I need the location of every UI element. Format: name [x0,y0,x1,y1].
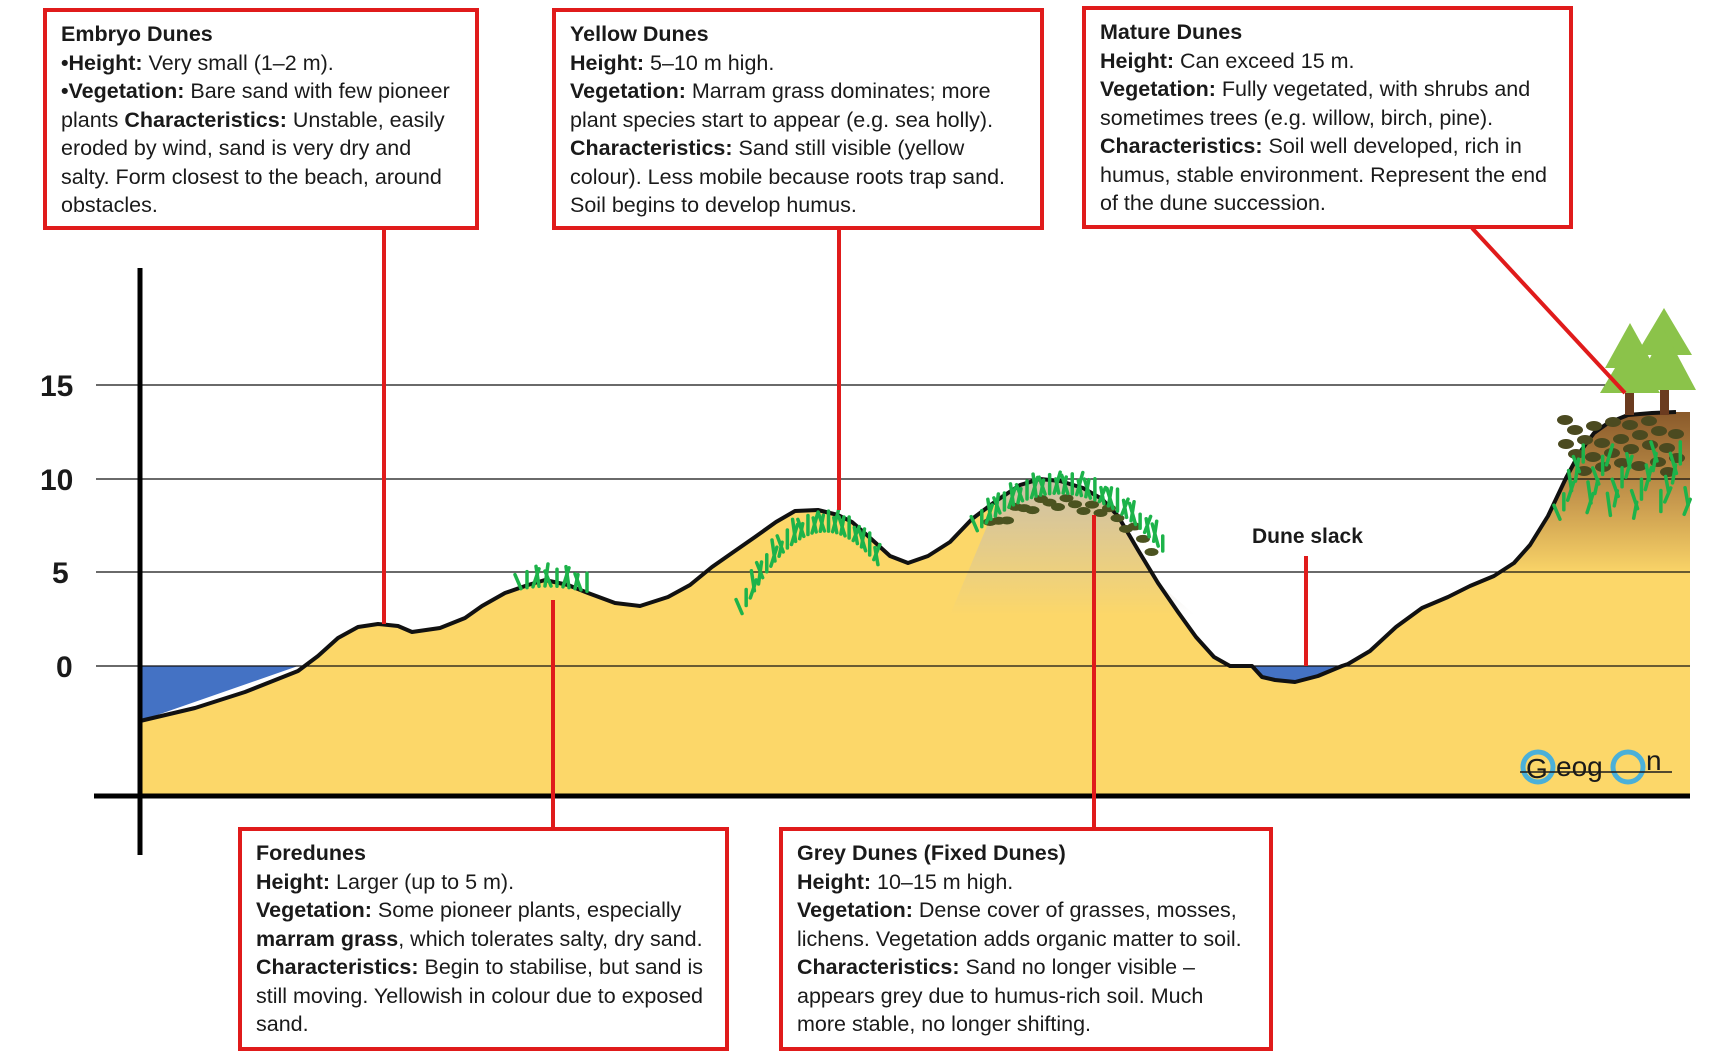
grey-dunes-details: Vegetation: Dense cover of grasses, moss… [797,898,1242,951]
yellow-dunes-title: Yellow Dunes [570,22,709,46]
grey-dunes-details: Characteristics: Sand no longer visible … [797,955,1204,1036]
logo-g-glyph: G [1526,753,1548,784]
sea-water [140,666,298,721]
embryo-dunes-box: Embryo Dunes •Height: Very small (1–2 m)… [43,8,479,230]
mature-dunes-details: Height: Can exceed 15 m. [1100,48,1355,73]
mature-dune-grass [1552,440,1692,521]
pine-tree-icon [1634,308,1696,415]
yellow-dunes-box: Yellow Dunes Height: 5–10 m high. Vegeta… [552,8,1044,230]
foredunes-box: Foredunes Height: Larger (up to 5 m). Ve… [238,827,729,1051]
mature-dunes-box: Mature Dunes Height: Can exceed 15 m. Ve… [1082,6,1573,229]
yellow-dunes-details: Characteristics: Sand still visible (yel… [570,136,1006,217]
logo-ring-icon [1610,749,1646,785]
embryo-dunes-details: •Height: Very small (1–2 m). [61,50,334,75]
foredunes-details: Height: Larger (up to 5 m). [256,869,515,894]
grey-dune-moss [983,494,1159,557]
gridlines [96,384,1690,667]
yellow-dunes-details: Vegetation: Marram grass dominates; more… [570,79,994,132]
logo-ring-icon [1520,749,1556,785]
dune-slack-label: Dune slack [1252,525,1363,548]
yellow-dune-grass [734,507,882,616]
grey-dune-overlay [950,479,1195,615]
y-tick-15: 15 [40,370,73,403]
embryo-dunes-details: •Vegetation: Bare sand with few pioneer … [61,79,450,217]
grey-dune-grass [969,470,1165,553]
grey-dunes-details: Height: 10–15 m high. [797,869,1014,894]
logo-text-part-1: eog [1556,751,1603,782]
y-tick-10: 10 [40,464,73,497]
foredune-grass [513,562,589,594]
foredunes-details: Characteristics: Begin to stabilise, but… [256,955,703,1036]
yellow-dunes-details: Height: 5–10 m high. [570,50,775,75]
grey-dunes-title: Grey Dunes (Fixed Dunes) [797,841,1066,865]
sand-body [140,412,1690,794]
dune-surface-outline [139,410,1677,723]
mature-dunes-details: Vegetation: Fully vegetated, with shrubs… [1100,77,1531,130]
leader-lines [382,226,1627,827]
mature-dunes-details: Characteristics: Soil well developed, ri… [1100,134,1547,215]
grey-dunes-box: Grey Dunes (Fixed Dunes) Height: 10–15 m… [779,827,1273,1051]
geogon-logo: G eog n [1520,745,1672,785]
y-tick-5: 5 [52,557,69,590]
embryo-dunes-title: Embryo Dunes [61,22,213,46]
foredunes-title: Foredunes [256,841,366,865]
foredunes-details: Vegetation: Some pioneer plants, especia… [256,898,703,951]
logo-text-part-2: n [1646,745,1662,776]
y-tick-0: 0 [56,651,73,684]
mature-dune-shrubs [1557,415,1685,477]
mature-dunes-title: Mature Dunes [1100,20,1243,44]
